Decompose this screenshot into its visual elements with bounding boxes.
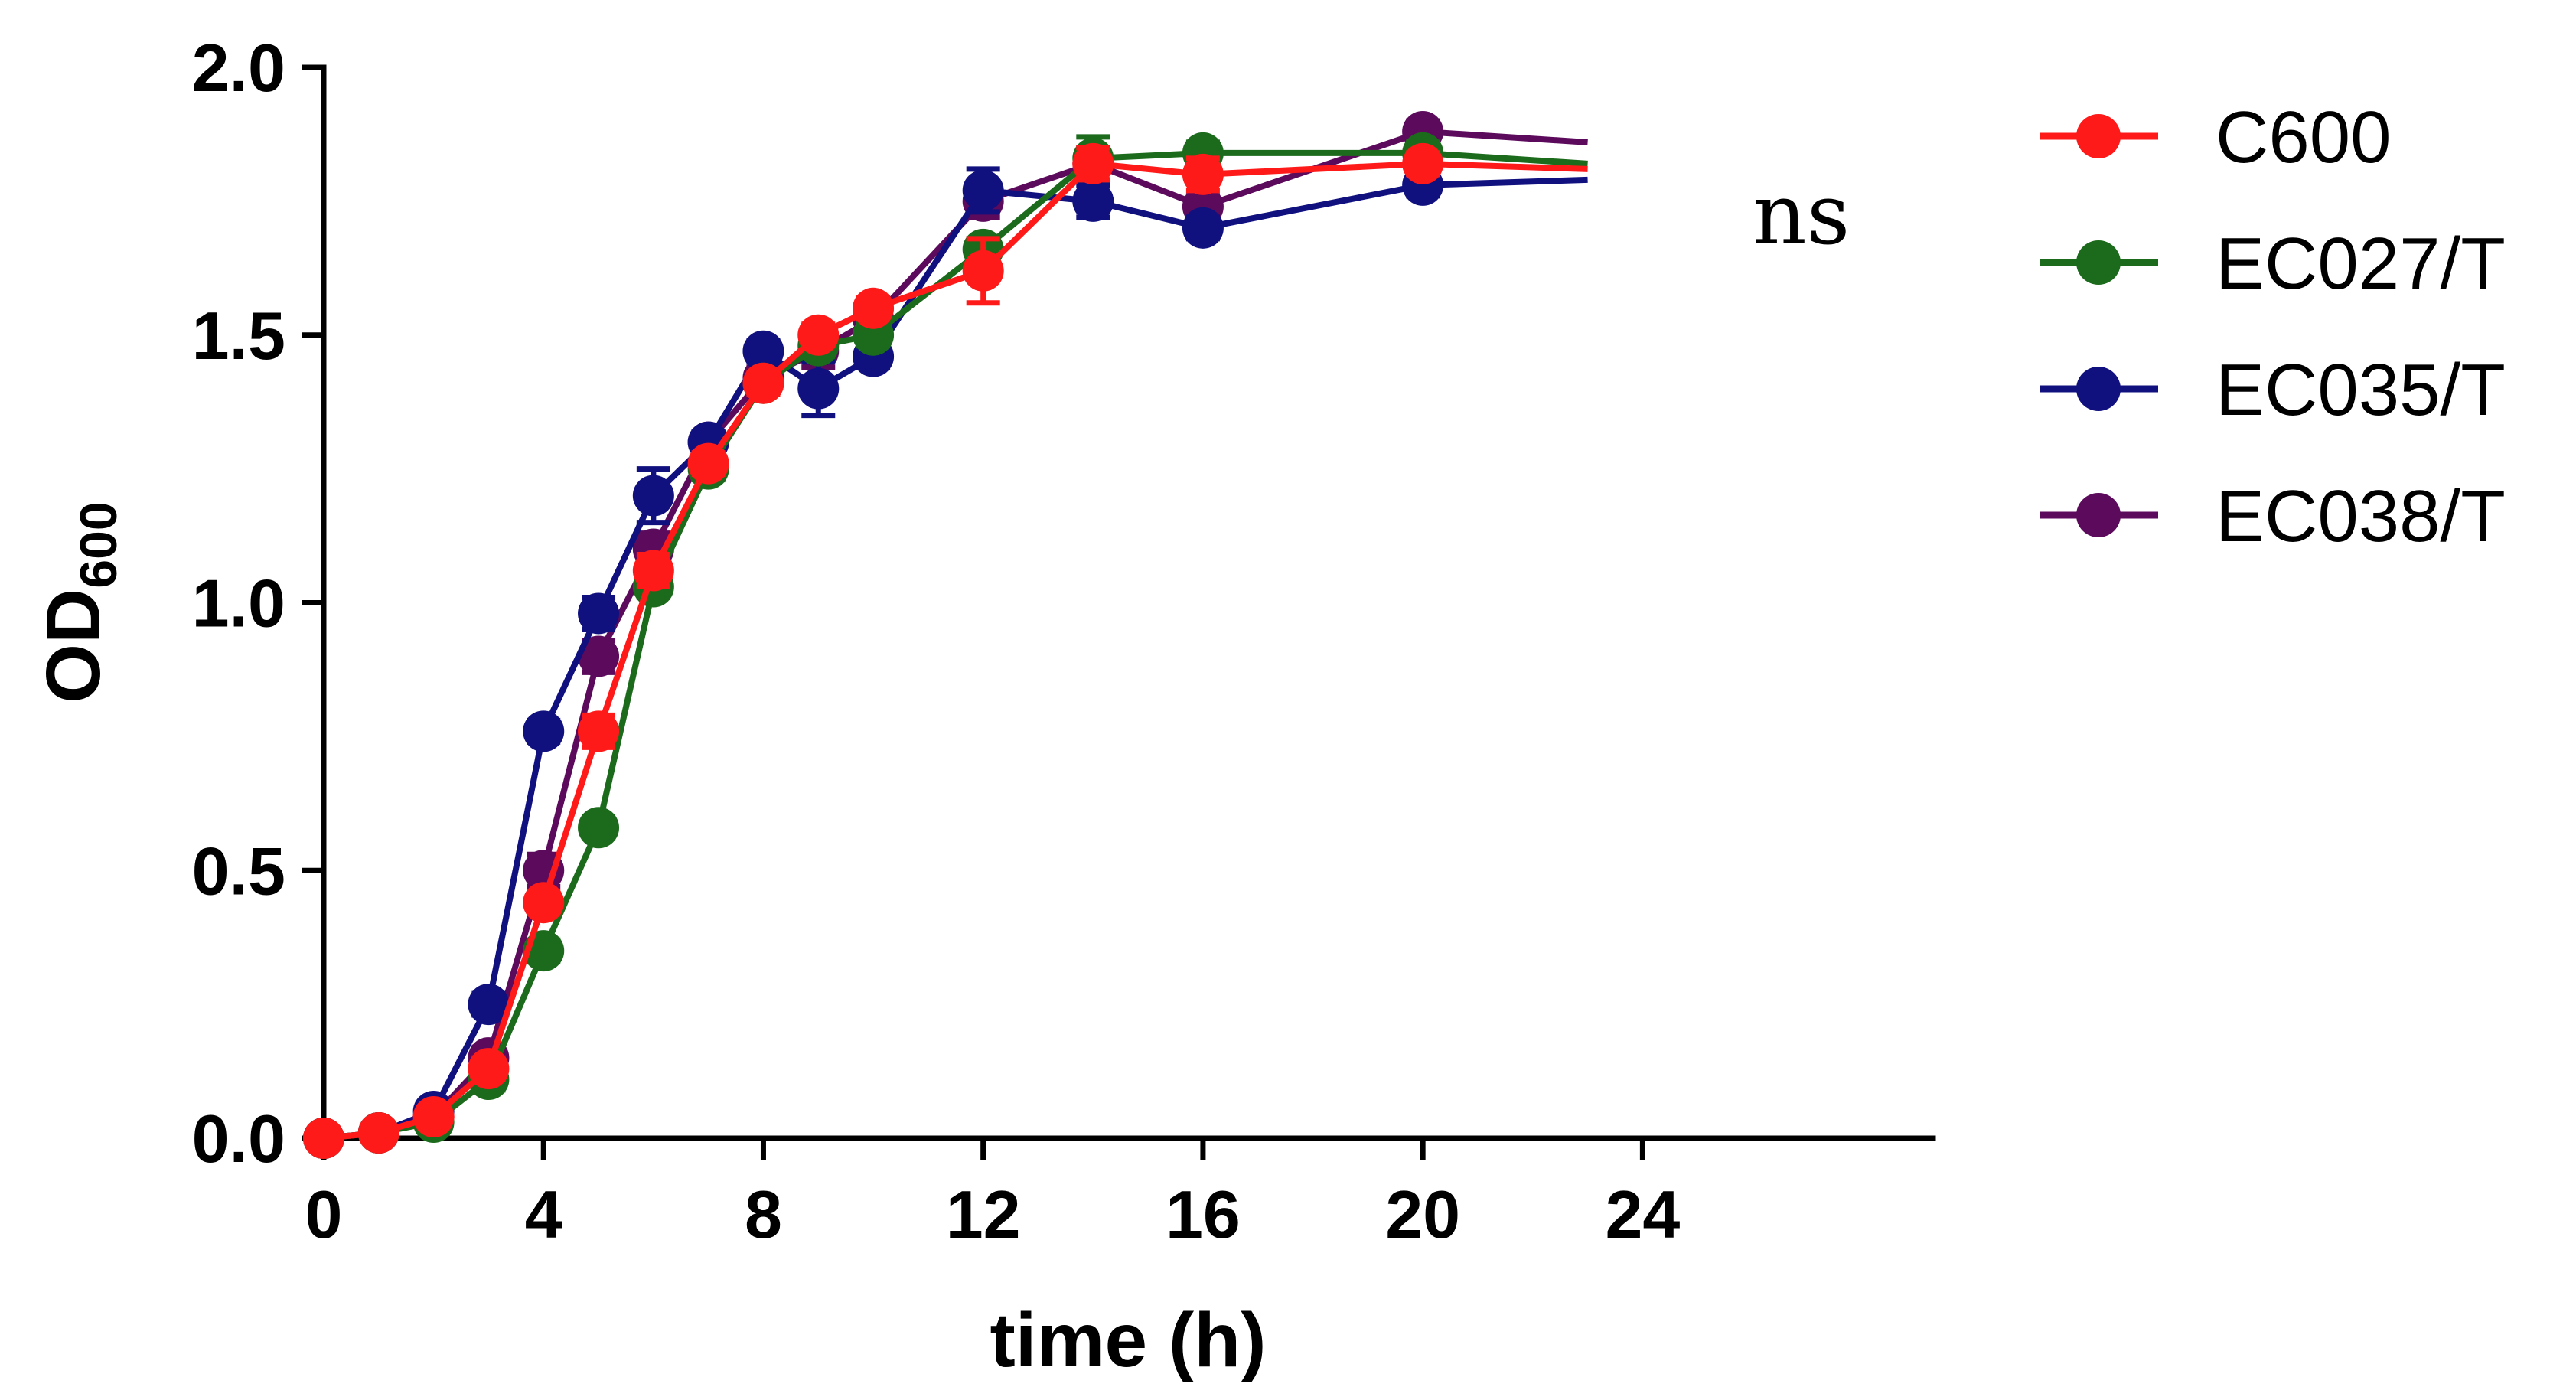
plot-area	[303, 110, 1588, 1159]
data-point	[1402, 142, 1444, 184]
x-tick-label: 12	[946, 1176, 1021, 1252]
x-tick-label: 0	[305, 1176, 343, 1252]
data-point	[578, 592, 620, 635]
data-point	[523, 710, 565, 752]
series-line	[323, 128, 1588, 1141]
legend-marker	[2076, 493, 2121, 537]
y-tick-label: 1.5	[192, 298, 285, 374]
data-point	[632, 475, 674, 517]
data-point	[1182, 207, 1224, 249]
series-line	[323, 160, 1588, 1141]
data-point	[412, 1096, 455, 1138]
data-point	[632, 550, 674, 592]
data-point	[303, 1118, 344, 1159]
data-point	[1182, 153, 1224, 195]
legend-item: EC038/T	[2040, 475, 2506, 557]
legend-item: EC035/T	[2040, 349, 2506, 431]
y-tick-label: 0.0	[192, 1101, 285, 1176]
legend-item: EC027/T	[2040, 223, 2506, 305]
legend: C600 EC027/T EC035/T EC038/T	[2040, 96, 2506, 557]
data-point	[1072, 142, 1114, 184]
legend-label: EC038/T	[2216, 475, 2506, 557]
data-point	[578, 807, 620, 849]
x-tick-label: 4	[525, 1176, 562, 1252]
data-point	[1072, 180, 1114, 222]
data-point	[687, 442, 729, 485]
series-line	[323, 176, 1588, 1141]
y-tick-label: 0.5	[192, 833, 285, 909]
y-axis-title: OD600	[31, 501, 128, 703]
data-point	[578, 710, 620, 752]
data-point	[742, 362, 784, 404]
series-c600	[303, 142, 1588, 1159]
y-tick-label: 2.0	[192, 30, 285, 106]
x-axis-title: time (h)	[990, 1297, 1266, 1383]
data-point	[523, 850, 565, 892]
y-ticks: 0.0 0.5 1.0 1.5 2.0	[192, 30, 324, 1176]
axes	[321, 64, 1936, 1141]
data-point	[797, 314, 840, 356]
legend-label: EC027/T	[2216, 223, 2506, 305]
data-point	[797, 367, 840, 410]
data-point	[962, 250, 1004, 292]
significance-annotation: ns	[1753, 165, 1850, 263]
legend-label: EC035/T	[2216, 349, 2506, 431]
data-point	[742, 330, 784, 372]
data-point	[962, 169, 1004, 211]
y-axis-title-main: OD	[31, 589, 116, 703]
data-point	[468, 984, 510, 1026]
x-tick-label: 16	[1166, 1176, 1241, 1252]
x-tick-label: 24	[1605, 1176, 1680, 1252]
x-ticks: 0 4 8 12 16 20 24	[305, 1138, 1680, 1252]
legend-marker	[2076, 367, 2121, 411]
data-point	[357, 1112, 399, 1154]
series-ec035-t	[303, 164, 1588, 1159]
data-point	[468, 1048, 510, 1090]
data-point	[578, 635, 620, 677]
legend-label: C600	[2216, 96, 2392, 178]
legend-marker	[2076, 240, 2121, 285]
x-tick-label: 8	[745, 1176, 782, 1252]
data-point	[853, 287, 895, 329]
data-point	[523, 882, 565, 924]
legend-item: C600	[2040, 96, 2392, 178]
y-axis-title-subscript: 600	[70, 501, 128, 588]
x-tick-label: 20	[1385, 1176, 1460, 1252]
y-tick-label: 1.0	[192, 566, 285, 641]
legend-marker	[2076, 114, 2121, 158]
